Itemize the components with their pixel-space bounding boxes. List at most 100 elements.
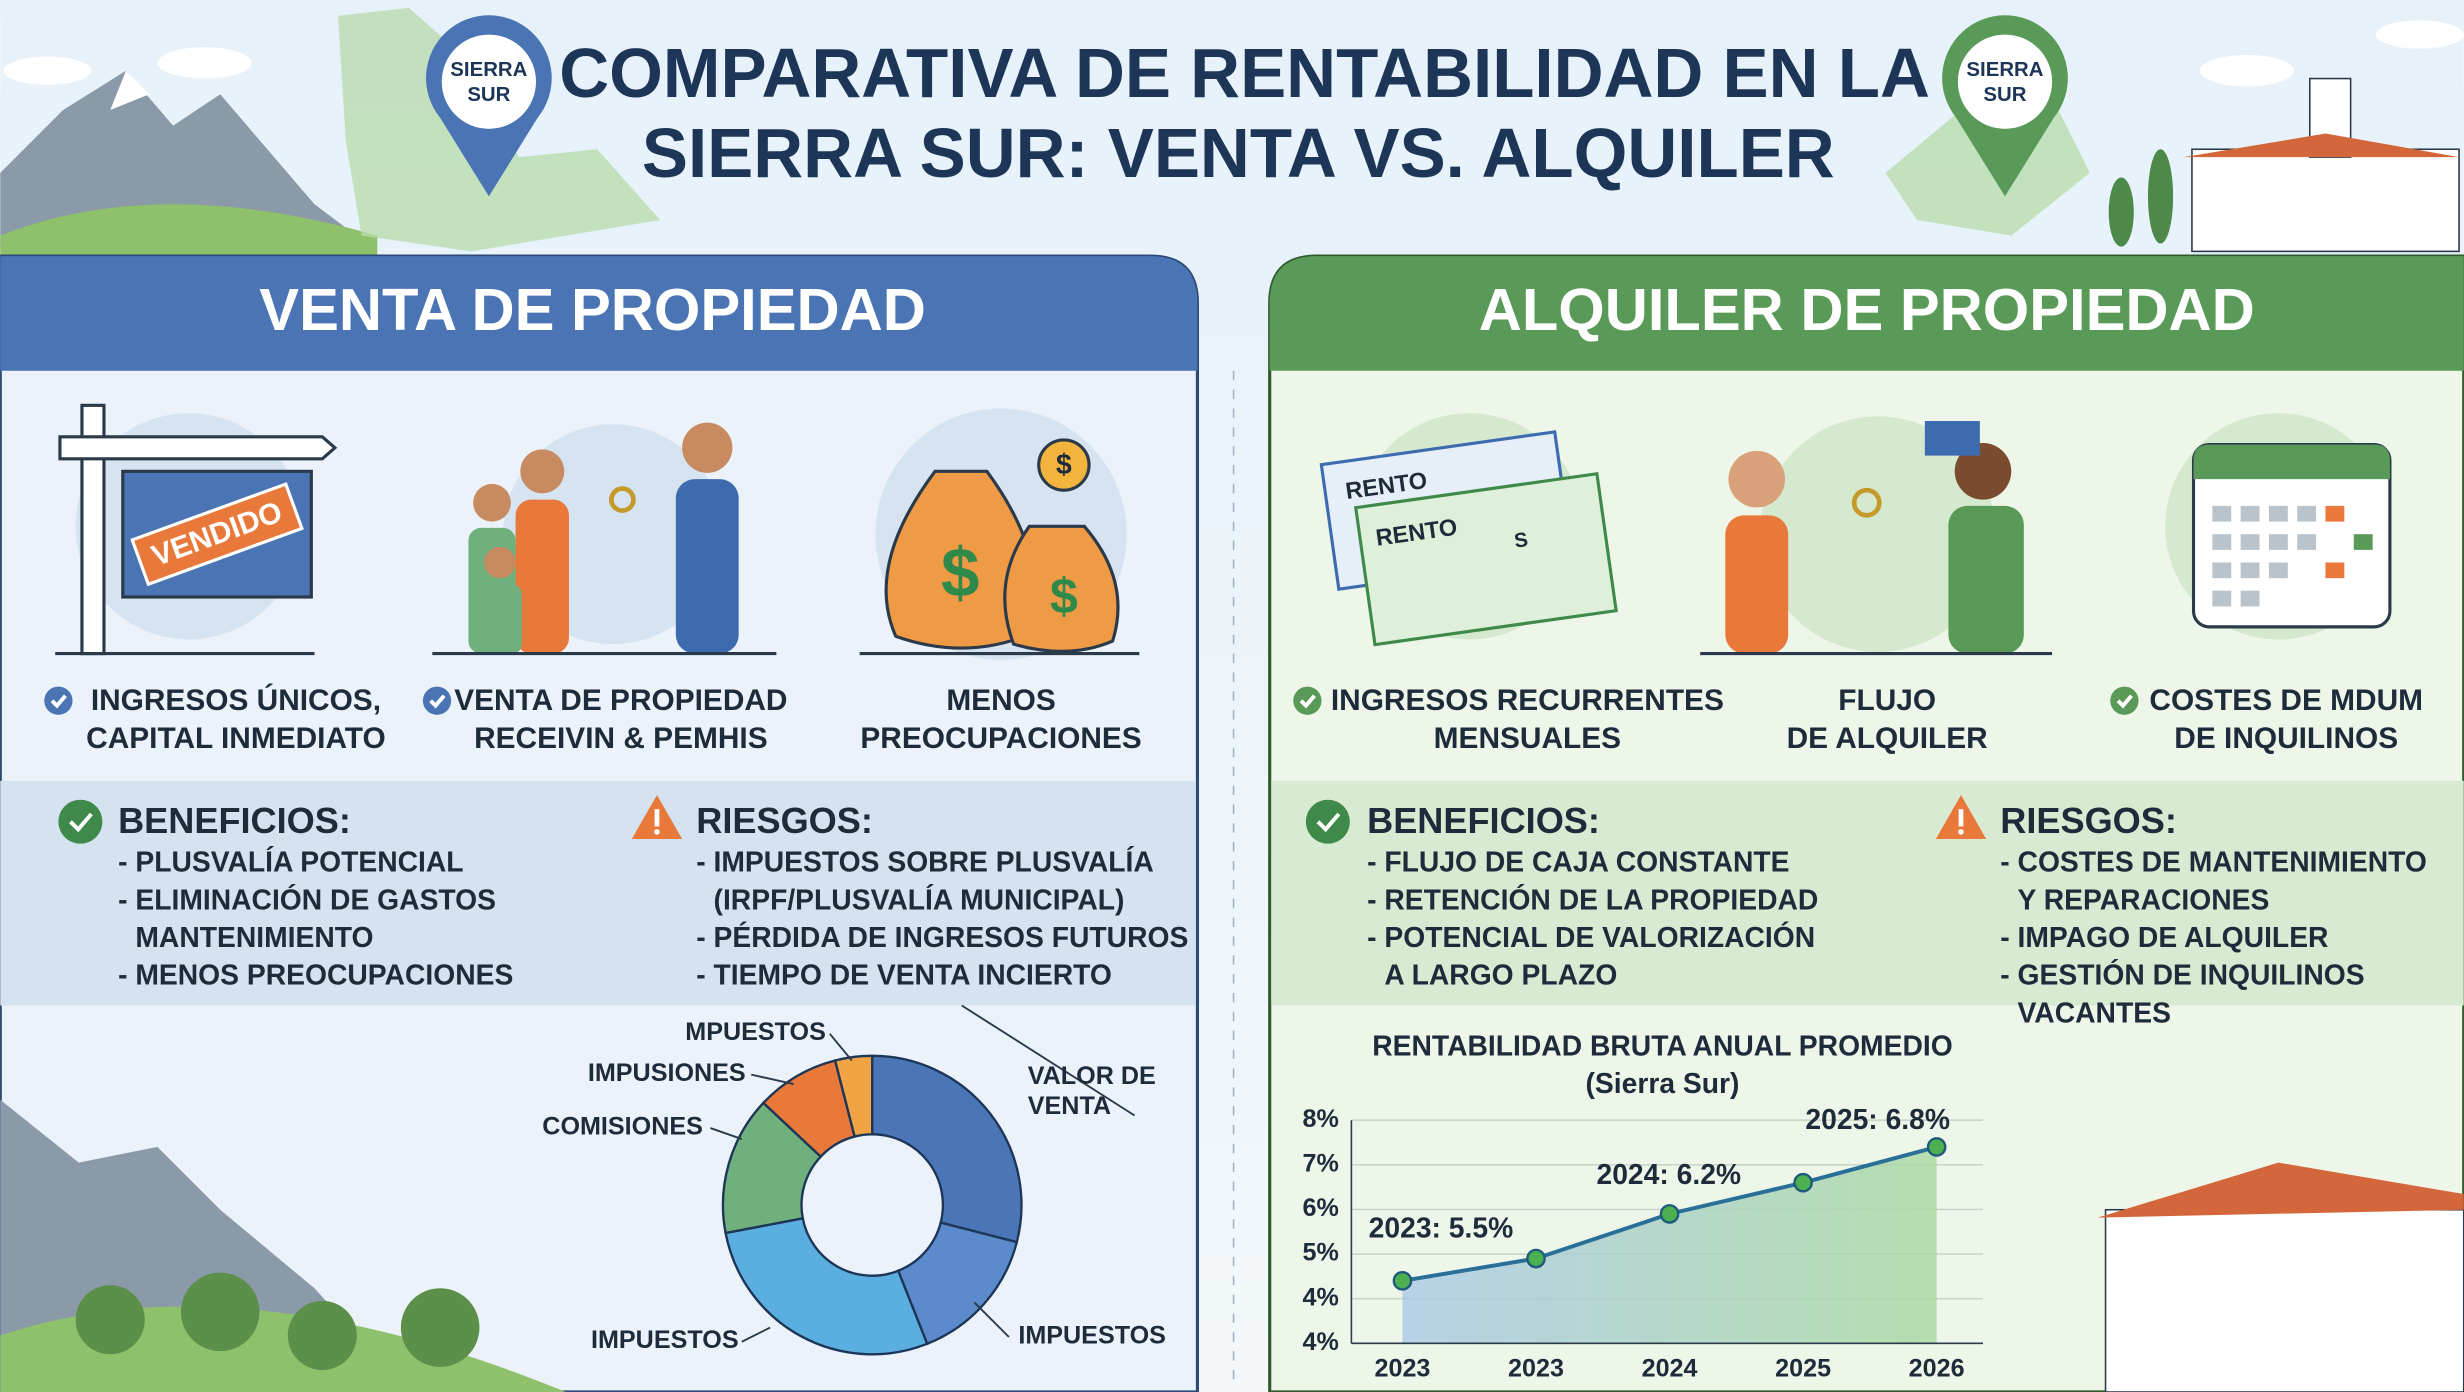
check-icon xyxy=(2116,694,2133,709)
calendar-icon xyxy=(2165,413,2392,640)
donut-label-box: IMPUESTOS xyxy=(590,1327,739,1355)
icon-caption: INGRESOS ÚNICOS, xyxy=(91,683,381,717)
donut-label: VALOR DE VENTA xyxy=(1027,1063,1156,1121)
warning-icon xyxy=(654,809,660,827)
list-item: - RETENCIÓN DE LA PROPIEDAD xyxy=(1367,883,1818,915)
check-icon xyxy=(2110,686,2139,715)
point xyxy=(1526,1248,1546,1269)
leader-line xyxy=(829,1033,853,1062)
family-icon xyxy=(432,422,777,656)
sold-sign-icon: VENDIDO xyxy=(55,403,338,656)
list-item: - ELIMINACIÓN DE GASTOS xyxy=(118,883,496,915)
y-tick-label: 6% xyxy=(1303,1194,1339,1222)
pin-text: SUR xyxy=(467,84,510,106)
x-tick-label: 2026 xyxy=(1909,1355,1965,1383)
donut-label-box: IMPUESTOS xyxy=(1018,1322,1166,1350)
icon-caption: VENTA DE PROPIEDAD xyxy=(454,684,787,717)
check-icon xyxy=(1293,686,1322,715)
y-tick-label: 8% xyxy=(1303,1105,1339,1133)
location-pin: SIERRA SUR xyxy=(426,15,552,197)
title: COMPARATIVA DE RENTABILIDAD EN LA xyxy=(559,34,1930,112)
list-item: - PÉRDIDA DE INGRESOS FUTUROS xyxy=(696,921,1188,953)
y-tick-label: 5% xyxy=(1303,1239,1339,1267)
warning-icon xyxy=(1958,809,1964,827)
icon-caption: MENOS xyxy=(946,684,1055,717)
check-icon xyxy=(429,694,446,709)
section-heading: ALQUILER DE PROPIEDAD xyxy=(1479,276,2255,343)
icon-caption: PREOCUPACIONES xyxy=(860,722,1141,755)
y-tick-label: 4% xyxy=(1303,1328,1339,1356)
annotation: 2023: 5.5% xyxy=(1369,1212,1514,1244)
check-icon xyxy=(50,694,67,709)
x-tick-label: 2025 xyxy=(1775,1355,1831,1383)
list-title: BENEFICIOS: xyxy=(1367,800,1600,841)
y-tick-label: 4% xyxy=(1303,1283,1339,1311)
annotation: 2024: 6.2% xyxy=(1596,1158,1741,1190)
check-icon xyxy=(1316,812,1341,833)
annotation: 2025: 6.8% xyxy=(1805,1103,1950,1135)
area xyxy=(1402,1146,1937,1344)
icon-caption: DE ALQUILER xyxy=(1787,722,1988,755)
coin-symbol: $ xyxy=(1056,448,1072,480)
list-item: - MENOS PREOCUPACIONES xyxy=(118,959,513,991)
point xyxy=(1793,1172,1813,1193)
donut-label-box: VALOR DE VENTA xyxy=(1027,1063,1156,1121)
check-icon xyxy=(1305,799,1350,844)
list-item: VACANTES xyxy=(2018,996,2171,1028)
point xyxy=(1926,1137,1947,1157)
check-symbol: S xyxy=(1513,529,1530,553)
donut-label: IMPUSIONES xyxy=(587,1060,746,1088)
list-title: BENEFICIOS: xyxy=(118,800,351,841)
check-icon xyxy=(1299,694,1316,709)
icon-caption: RECEIVIN & PEMHIS xyxy=(474,722,768,755)
donut-label-box: IMPUSIONES xyxy=(587,1060,746,1088)
warning-icon xyxy=(1958,829,1964,835)
icon-caption: INGRESOS RECURRENTES xyxy=(1331,684,1724,717)
bag-symbol: $ xyxy=(941,533,979,611)
location-pin: SIERRA SUR xyxy=(1942,15,2068,197)
x-tick-label: 2023 xyxy=(1508,1355,1564,1383)
chart-title: RENTABILIDAD BRUTA ANUAL PROMEDIO xyxy=(1372,1029,1952,1061)
list-item: - COSTES DE MANTENIMIENTO xyxy=(2000,846,2427,878)
money-bags-icon: $ $ $ xyxy=(859,408,1140,660)
leader-line xyxy=(961,1004,1136,1117)
list-item: - PLUSVALÍA POTENCIAL xyxy=(118,846,463,878)
check-icon xyxy=(422,686,452,715)
bag-symbol: $ xyxy=(1050,567,1078,624)
donut-label: IMPUESTOS xyxy=(1018,1322,1166,1350)
leader-line xyxy=(741,1326,771,1343)
donut-segment xyxy=(724,1216,929,1356)
donut-label-box: MPUESTOS xyxy=(685,1020,826,1047)
rent-checks-icon: RENTO RENTO S xyxy=(1319,413,1618,647)
x-tick-label: 2023 xyxy=(1375,1355,1431,1383)
pin-text: SIERRA xyxy=(1966,59,2043,81)
point xyxy=(1659,1204,1680,1224)
donut-label: IMPUESTOS xyxy=(590,1327,739,1355)
icon-caption: DE INQUILINOS xyxy=(2174,722,2398,755)
check-icon xyxy=(69,812,93,833)
list-item: A LARGO PLAZO xyxy=(1384,959,1617,991)
check-icon xyxy=(58,799,103,844)
list-item: - IMPUESTOS SOBRE PLUSVALÍA xyxy=(696,846,1154,878)
title: SIERRA SUR: VENTA VS. ALQUILER xyxy=(642,114,1835,192)
key-handover-icon xyxy=(1700,416,2053,656)
x-tick-label: 2024 xyxy=(1642,1355,1698,1383)
donut-segment xyxy=(833,1054,874,1138)
pin-text: SIERRA xyxy=(450,59,527,81)
leader-line xyxy=(751,1073,794,1085)
icon-caption: MENSUALES xyxy=(1434,722,1621,755)
section-heading: VENTA DE PROPIEDAD xyxy=(259,276,926,343)
list-item: - IMPAGO DE ALQUILER xyxy=(2000,921,2328,953)
y-tick-label: 7% xyxy=(1303,1149,1339,1177)
check-icon xyxy=(44,686,73,715)
icon-caption: CAPITAL INMEDIATO xyxy=(86,722,386,755)
icon-caption: COSTES DE MDUM xyxy=(2149,684,2423,717)
icon-caption: FLUJO xyxy=(1838,684,1936,717)
list-item: - GESTIÓN DE INQUILINOS xyxy=(2000,959,2364,991)
list-item: MANTENIMIENTO xyxy=(135,921,373,953)
leader-line xyxy=(973,1301,1010,1338)
list-item: (IRPF/PLUSVALÍA MUNICIPAL) xyxy=(714,883,1125,915)
chart-subtitle: (Sierra Sur) xyxy=(1586,1067,1740,1099)
